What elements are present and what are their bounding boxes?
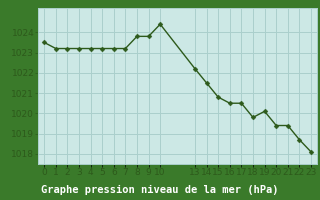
Text: Graphe pression niveau de la mer (hPa): Graphe pression niveau de la mer (hPa)	[41, 185, 279, 195]
